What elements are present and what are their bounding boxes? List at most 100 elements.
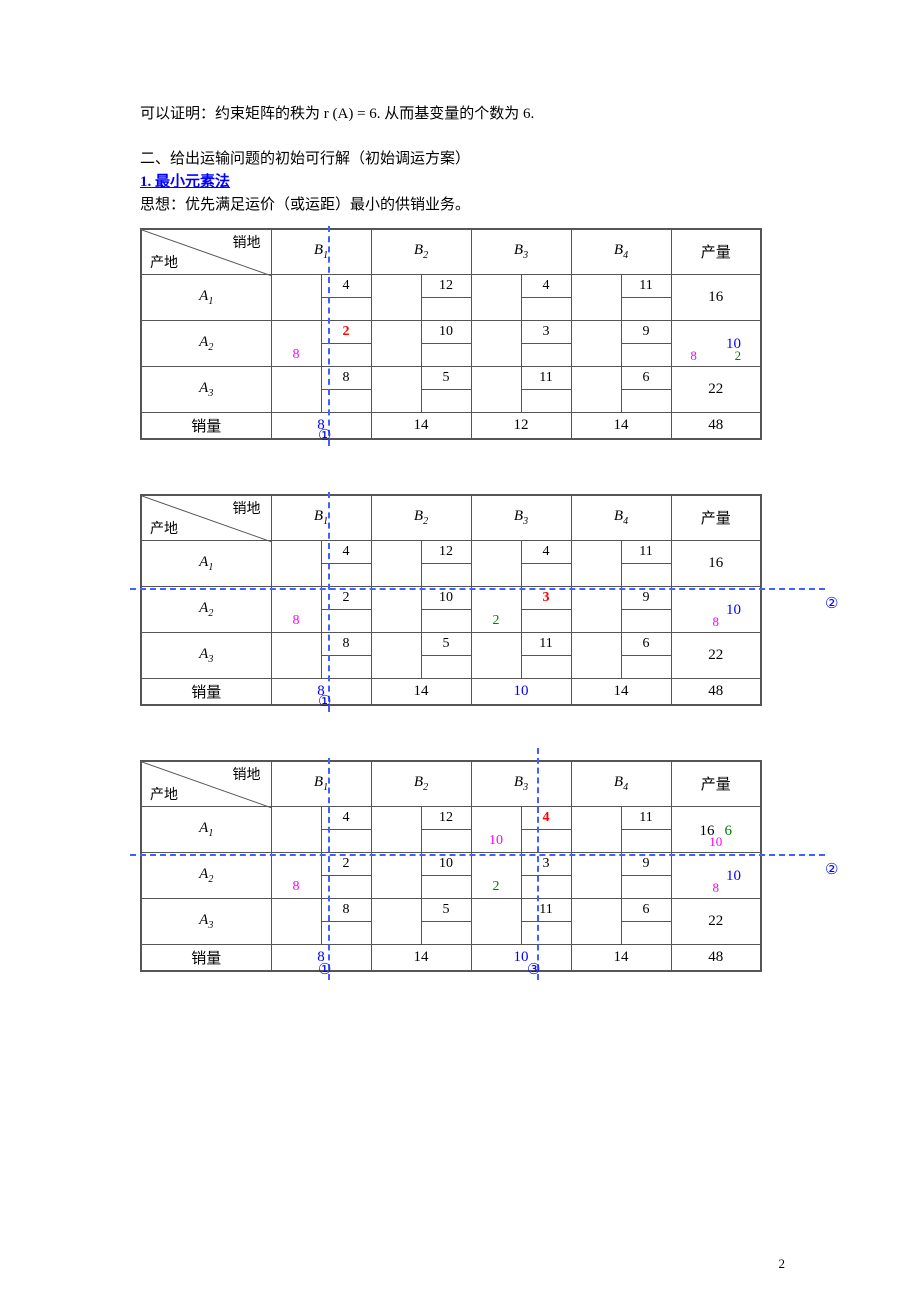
demand-b3: 12 (471, 413, 571, 439)
cell-a2-b3: 32 (471, 587, 571, 633)
row-label-a3: A3 (141, 367, 271, 413)
cell-a2-b2: 10 (371, 321, 471, 367)
demand-b2: 14 (371, 679, 471, 705)
demand-b1: 8 (271, 945, 371, 971)
diag-header: 销地产地 (141, 229, 271, 275)
diag-header: 销地产地 (141, 761, 271, 807)
step-marker: ② (825, 594, 838, 613)
cell-a1-b1: 4 (271, 275, 371, 321)
cell-a1-b3: 4 (471, 275, 571, 321)
supply-a2: 108 (671, 853, 761, 899)
cell-a3-b3: 11 (471, 899, 571, 945)
supply-a3: 22 (671, 367, 761, 413)
transport-table-2: 销地产地B1B2B3B4产量A141241116A22810329108A385… (140, 494, 790, 706)
demand-b1: 8 (271, 413, 371, 439)
cell-a2-b3: 32 (471, 853, 571, 899)
cell-a3-b3: 11 (471, 633, 571, 679)
col-header-supply: 产量 (671, 761, 761, 807)
row-label-demand: 销量 (141, 413, 271, 439)
cell-a2-b1: 28 (271, 853, 371, 899)
total: 48 (671, 679, 761, 705)
demand-b4: 14 (571, 413, 671, 439)
row-label-demand: 销量 (141, 945, 271, 971)
col-header-b1: B1 (271, 761, 371, 807)
cell-a2-b3: 3 (471, 321, 571, 367)
cell-a3-b4: 6 (571, 899, 671, 945)
page-number: 2 (779, 1256, 786, 1272)
cell-a3-b1: 8 (271, 633, 371, 679)
row-label-a2: A2 (141, 321, 271, 367)
cell-a3-b3: 11 (471, 367, 571, 413)
proof-text: 可以证明：约束矩阵的秩为 r (A) = 6. 从而基变量的个数为 6. (140, 100, 790, 129)
row-label-a1: A1 (141, 807, 271, 853)
col-header-b4: B4 (571, 761, 671, 807)
supply-a3: 22 (671, 899, 761, 945)
cell-a1-b3: 4 (471, 541, 571, 587)
transport-table-3: 销地产地B1B2B3B4产量A14124101116610A2281032910… (140, 760, 790, 972)
cell-a1-b3: 410 (471, 807, 571, 853)
row-label-a3: A3 (141, 899, 271, 945)
demand-b2: 14 (371, 413, 471, 439)
row-label-a3: A3 (141, 633, 271, 679)
cell-a2-b1: 28 (271, 321, 371, 367)
cell-a3-b2: 5 (371, 633, 471, 679)
col-header-b4: B4 (571, 229, 671, 275)
cell-a1-b1: 4 (271, 541, 371, 587)
cell-a2-b2: 10 (371, 853, 471, 899)
col-header-b3: B3 (471, 495, 571, 541)
demand-b3: 10 (471, 679, 571, 705)
supply-a2: 1082 (671, 321, 761, 367)
supply-a2: 108 (671, 587, 761, 633)
section-heading: 二、给出运输问题的初始可行解（初始调运方案） (140, 147, 790, 168)
supply-a1: 16 (671, 541, 761, 587)
cell-a1-b2: 12 (371, 275, 471, 321)
row-label-a2: A2 (141, 587, 271, 633)
supply-a3: 22 (671, 633, 761, 679)
cell-a1-b2: 12 (371, 541, 471, 587)
transport-table-1: 销地产地B1B2B3B4产量A141241116A22810391082A385… (140, 228, 790, 440)
total: 48 (671, 413, 761, 439)
row-label-a2: A2 (141, 853, 271, 899)
col-header-b3: B3 (471, 229, 571, 275)
step-marker: ② (825, 860, 838, 879)
cell-a1-b4: 11 (571, 807, 671, 853)
col-header-b4: B4 (571, 495, 671, 541)
demand-b3: 10 (471, 945, 571, 971)
cell-a3-b2: 5 (371, 367, 471, 413)
col-header-b1: B1 (271, 229, 371, 275)
cell-a3-b2: 5 (371, 899, 471, 945)
col-header-b2: B2 (371, 761, 471, 807)
col-header-b3: B3 (471, 761, 571, 807)
cell-a2-b4: 9 (571, 853, 671, 899)
demand-b2: 14 (371, 945, 471, 971)
cell-a2-b1: 28 (271, 587, 371, 633)
demand-b4: 14 (571, 945, 671, 971)
cell-a1-b4: 11 (571, 275, 671, 321)
cell-a3-b4: 6 (571, 367, 671, 413)
col-header-supply: 产量 (671, 495, 761, 541)
col-header-b1: B1 (271, 495, 371, 541)
demand-b1: 8 (271, 679, 371, 705)
diag-header: 销地产地 (141, 495, 271, 541)
supply-a1: 16610 (671, 807, 761, 853)
row-label-demand: 销量 (141, 679, 271, 705)
col-header-b2: B2 (371, 229, 471, 275)
row-label-a1: A1 (141, 275, 271, 321)
cell-a2-b4: 9 (571, 587, 671, 633)
cell-a2-b4: 9 (571, 321, 671, 367)
cell-a3-b1: 8 (271, 899, 371, 945)
cell-a1-b4: 11 (571, 541, 671, 587)
col-header-b2: B2 (371, 495, 471, 541)
idea-text: 思想：优先满足运价（或运距）最小的供销业务。 (140, 193, 790, 214)
cell-a2-b2: 10 (371, 587, 471, 633)
method-heading: 1. 最小元素法 (140, 170, 790, 191)
cell-a1-b1: 4 (271, 807, 371, 853)
demand-b4: 14 (571, 679, 671, 705)
cell-a3-b4: 6 (571, 633, 671, 679)
supply-a1: 16 (671, 275, 761, 321)
col-header-supply: 产量 (671, 229, 761, 275)
cell-a1-b2: 12 (371, 807, 471, 853)
cell-a3-b1: 8 (271, 367, 371, 413)
total: 48 (671, 945, 761, 971)
row-label-a1: A1 (141, 541, 271, 587)
